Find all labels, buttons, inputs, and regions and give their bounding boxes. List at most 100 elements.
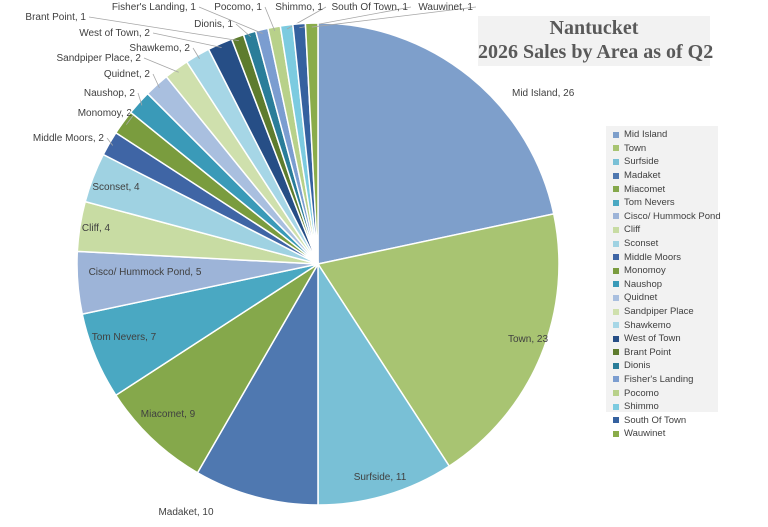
legend-label: West of Town [624,333,681,345]
legend-label: Sconset [624,238,659,250]
legend-item-dionis: Dionis [606,359,718,373]
legend-swatch [613,186,619,193]
legend-label: Sandpiper Place [624,306,694,318]
leader-line-west-of-town [152,32,222,48]
chart-title: Nantucket [549,17,639,39]
leader-line-dionis [235,23,251,38]
data-label-town: Town, 23 [508,334,548,345]
legend-label: Monomoy [624,265,666,277]
legend-item-madaket: Madaket [606,169,718,183]
legend-label: Madaket [624,170,661,182]
legend-swatch [613,322,619,329]
legend-label: Dionis [624,360,651,372]
pie-slice-wauwinet [304,22,319,265]
legend-swatch [613,349,619,356]
legend-label: South Of Town [624,414,687,426]
legend-item-monomoy: Monomoy [606,264,718,278]
legend-label: Mid Island [624,129,668,141]
legend-swatch [613,335,619,342]
leader-line-shawkemo [192,47,200,59]
data-label-cisco-hummock-pond: Cisco/ Hummock Pond, 5 [89,267,202,278]
legend-label: Shawkemo [624,319,671,331]
data-label-south-of-town: South Of Town, 1 [331,2,408,13]
legend-item-surfside: Surfside [606,155,718,169]
legend-item-west-of-town: West of Town [606,332,718,346]
data-label-wauwinet: Wauwinet, 1 [418,2,473,13]
leader-line-quidnet [152,73,160,89]
data-label-miacomet: Miacomet, 9 [141,409,196,420]
data-label-west-of-town: West of Town, 2 [79,28,150,39]
legend-swatch [613,376,619,383]
pie-slice-town [316,213,560,468]
data-label-naushop: Naushop, 2 [84,88,136,99]
data-label-dionis: Dionis, 1 [194,19,233,30]
legend-item-mid-island: Mid Island [606,128,718,142]
data-label-cliff: Cliff, 4 [82,223,111,234]
legend-label: Naushop [624,278,663,290]
legend-item-miacomet: Miacomet [606,182,718,196]
data-label-fisher-s-landing: Fisher's Landing, 1 [112,2,197,13]
data-label-madaket: Madaket, 10 [158,507,213,518]
legend-label: Tom Nevers [624,197,675,209]
legend-swatch [613,430,619,437]
chart-subtitle: 2026 Sales by Area as of Q2 [478,41,714,63]
data-label-shimmo: Shimmo, 1 [275,2,323,13]
data-label-pocomo: Pocomo, 1 [214,2,262,13]
legend-label: Shimmo [624,401,659,413]
leader-line-brant-point [88,16,239,41]
legend-item-south-of-town: South Of Town [606,413,718,427]
legend-swatch [613,267,619,274]
legend-item-brant-point: Brant Point [606,346,718,360]
legend-item-shimmo: Shimmo [606,400,718,414]
legend-label: Quidnet [624,292,658,304]
legend-swatch [613,294,619,301]
legend-item-quidnet: Quidnet [606,291,718,305]
legend-swatch [613,308,619,315]
legend-label: Brant Point [624,346,671,358]
leader-line-wauwinet [311,6,477,28]
legend-item-naushop: Naushop [606,278,718,292]
legend-label: Surfside [624,156,659,168]
legend-label: Pocomo [624,387,659,399]
data-label-quidnet: Quidnet, 2 [104,69,151,80]
legend-item-cliff: Cliff [606,223,718,237]
legend-item-cisco-hummock-pond: Cisco/ Hummock Pond [606,210,721,224]
chart-legend: Mid Island Town Surfside Madaket Miacomet Tom… [606,126,721,439]
legend-item-pocomo: Pocomo [606,386,718,400]
legend-swatch [613,390,619,397]
data-label-sconset: Sconset, 4 [92,182,140,193]
legend-label: Fisher's Landing [624,373,694,385]
leader-line-pocomo [264,6,276,32]
legend-swatch [613,281,619,288]
legend-label: Cisco/ Hummock Pond [624,210,721,222]
data-label-shawkemo: Shawkemo, 2 [129,43,190,54]
chart-title-box: Nantucket 2026 Sales by Area as of Q2 [478,16,714,66]
data-label-brant-point: Brant Point, 1 [25,12,86,23]
legend-swatch [613,158,619,165]
legend-swatch [613,254,619,261]
pie-slice-miacomet [114,263,319,474]
data-label-tom-nevers: Tom Nevers, 7 [92,332,157,343]
legend-swatch [613,240,619,247]
data-label-sandpiper-place: Sandpiper Place, 2 [56,53,141,64]
legend-item-sconset: Sconset [606,237,718,251]
pie-slice-madaket [196,261,319,506]
legend-swatch [613,226,619,233]
legend-item-shawkemo: Shawkemo [606,318,718,332]
legend-label: Middle Moors [624,251,682,263]
data-label-surfside: Surfside, 11 [354,472,407,483]
legend-swatch [613,131,619,138]
pie-slice-mid-island [317,22,555,265]
legend-item-middle-moors: Middle Moors [606,250,718,264]
legend-label: Wauwinet [624,428,666,440]
legend-swatch [613,172,619,179]
legend-item-sandpiper-place: Sandpiper Place [606,305,718,319]
legend-swatch [613,213,619,220]
legend-item-fisher-s-landing: Fisher's Landing [606,373,718,387]
legend-label: Miacomet [624,183,666,195]
legend-label: Town [624,142,647,154]
data-label-mid-island: Mid Island, 26 [512,88,575,99]
legend-swatch [613,403,619,410]
